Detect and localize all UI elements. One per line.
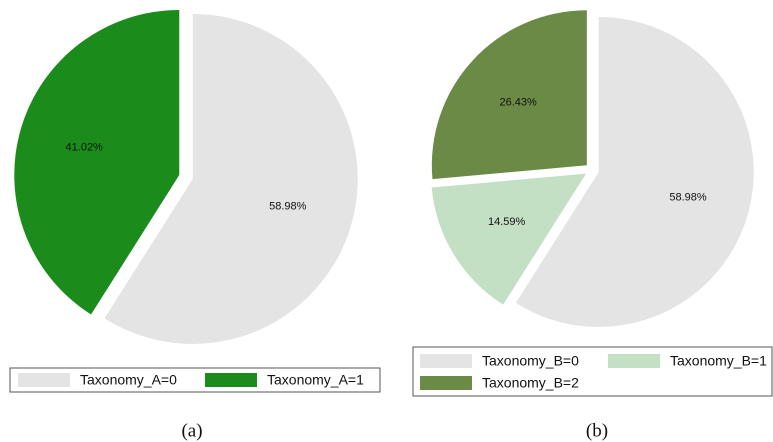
caption: (a) bbox=[181, 420, 202, 441]
slice-label: 26.43% bbox=[500, 96, 538, 108]
legend-swatch bbox=[205, 373, 257, 387]
pie-slice bbox=[104, 13, 358, 344]
slice-label: 14.59% bbox=[488, 216, 526, 228]
slice-label: 58.98% bbox=[669, 192, 707, 204]
slice-label: 58.98% bbox=[269, 200, 307, 212]
legend-label: Taxonomy_B=1 bbox=[670, 353, 767, 369]
pie-slice bbox=[431, 10, 587, 180]
pie-slice bbox=[515, 16, 754, 327]
legend-label: Taxonomy_B=0 bbox=[482, 353, 579, 369]
legend-label: Taxonomy_B=2 bbox=[482, 375, 579, 391]
pie-slice bbox=[431, 173, 587, 305]
legend-swatch bbox=[420, 354, 472, 368]
pie-slice bbox=[14, 10, 180, 315]
caption: (b) bbox=[586, 420, 608, 441]
legend-box bbox=[9, 367, 381, 393]
legend-label: Taxonomy_A=1 bbox=[267, 372, 364, 388]
legend-swatch bbox=[608, 354, 660, 368]
legend-box bbox=[412, 346, 773, 397]
legend-swatch bbox=[420, 376, 472, 390]
legend-swatch bbox=[18, 373, 70, 387]
slice-label: 41.02% bbox=[66, 141, 104, 153]
legend-label: Taxonomy_A=0 bbox=[80, 372, 177, 388]
